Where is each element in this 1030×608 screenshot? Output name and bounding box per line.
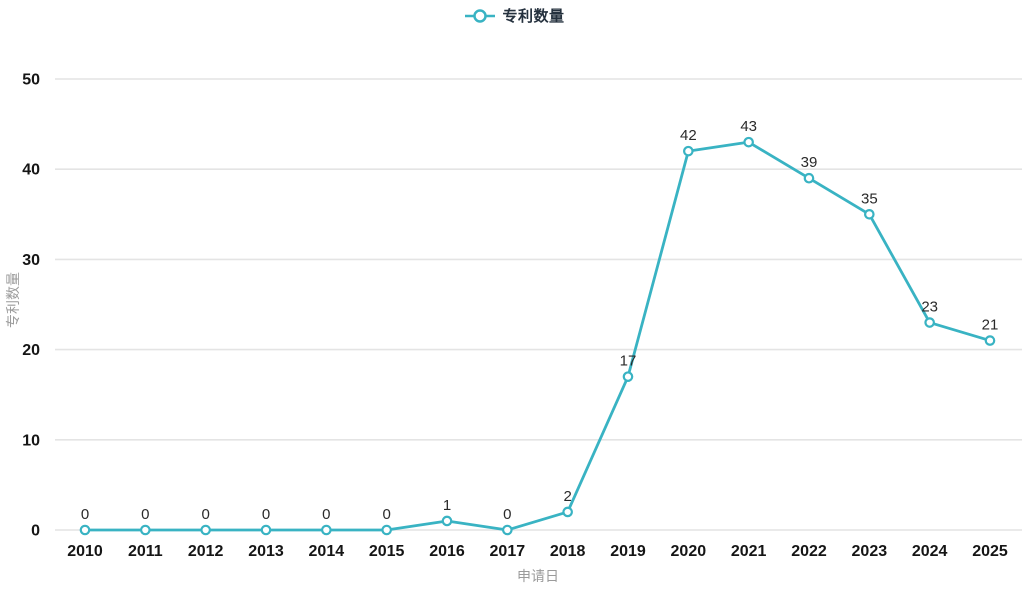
data-point-marker (441, 515, 453, 527)
x-tick-label: 2010 (67, 543, 103, 560)
x-axis-title: 申请日 (517, 568, 559, 584)
series-markers (79, 136, 996, 536)
x-tick-label: 2025 (972, 543, 1008, 560)
data-point-marker (321, 524, 332, 536)
x-tick-label: 2019 (610, 543, 646, 560)
x-tick-label: 2020 (671, 543, 707, 560)
data-point-label: 0 (81, 506, 89, 523)
series-line (83, 140, 992, 532)
data-point-label: 35 (861, 190, 878, 207)
x-tick-label: 2012 (188, 543, 224, 560)
legend-label: 专利数量 (502, 8, 565, 25)
y-tick-label: 20 (22, 342, 40, 359)
x-tick-label: 2022 (791, 543, 827, 560)
data-point-label: 2 (563, 488, 571, 505)
data-point-label: 17 (620, 353, 637, 370)
data-point-marker (502, 524, 513, 536)
x-tick-label: 2013 (248, 543, 284, 560)
y-tick-label: 50 (22, 72, 40, 89)
data-point-marker (200, 524, 211, 536)
data-point-marker (864, 209, 875, 220)
data-point-label: 1 (443, 497, 451, 514)
y-tick-label: 30 (22, 252, 40, 269)
x-tick-label: 2018 (550, 543, 586, 560)
data-point-label: 0 (262, 506, 270, 523)
gridlines (55, 78, 1022, 531)
y-tick-label: 0 (31, 523, 40, 540)
data-point-label: 23 (921, 299, 938, 316)
x-axis-ticks: 2010 2011 2012 2013 2014 2015 2016 2017 2018 2019… (67, 543, 1008, 560)
data-point-marker (622, 371, 634, 382)
data-point-marker (260, 524, 272, 536)
data-point-marker (140, 524, 151, 536)
x-tick-label: 2021 (731, 543, 767, 560)
data-point-marker (562, 506, 573, 518)
data-point-label: 21 (982, 317, 999, 334)
data-point-marker (381, 524, 392, 536)
legend-marker-icon (465, 8, 496, 23)
data-point-marker (924, 317, 935, 328)
x-tick-label: 2024 (912, 543, 948, 560)
legend-item[interactable]: 专利数量 (0, 5, 1030, 26)
data-point-label: 0 (503, 506, 511, 523)
y-tick-label: 40 (22, 162, 40, 179)
data-point-label: 39 (801, 154, 818, 171)
x-tick-label: 2015 (369, 543, 405, 560)
data-labels: 0 0 0 0 0 0 1 0 2 17 42 43 39 35 23 21 (81, 118, 999, 523)
y-axis-ticks: 0 10 20 30 40 50 (22, 72, 40, 540)
data-point-label: 42 (680, 127, 697, 144)
y-axis-title: 专利数量 (5, 272, 21, 328)
data-point-marker (803, 172, 815, 184)
data-point-label: 0 (382, 506, 390, 523)
y-tick-label: 10 (22, 432, 40, 449)
x-tick-label: 2023 (852, 543, 888, 560)
x-tick-label: 2016 (429, 543, 465, 560)
x-tick-label: 2017 (490, 543, 526, 560)
data-point-label: 0 (322, 506, 330, 523)
data-point-marker (984, 335, 996, 346)
data-point-marker (743, 136, 754, 148)
data-point-marker (683, 145, 694, 157)
data-point-marker (79, 524, 91, 536)
data-point-label: 0 (201, 506, 209, 523)
data-point-label: 43 (740, 118, 757, 135)
x-tick-label: 2014 (309, 543, 345, 560)
data-point-label: 0 (141, 506, 149, 523)
x-tick-label: 2011 (128, 543, 163, 560)
